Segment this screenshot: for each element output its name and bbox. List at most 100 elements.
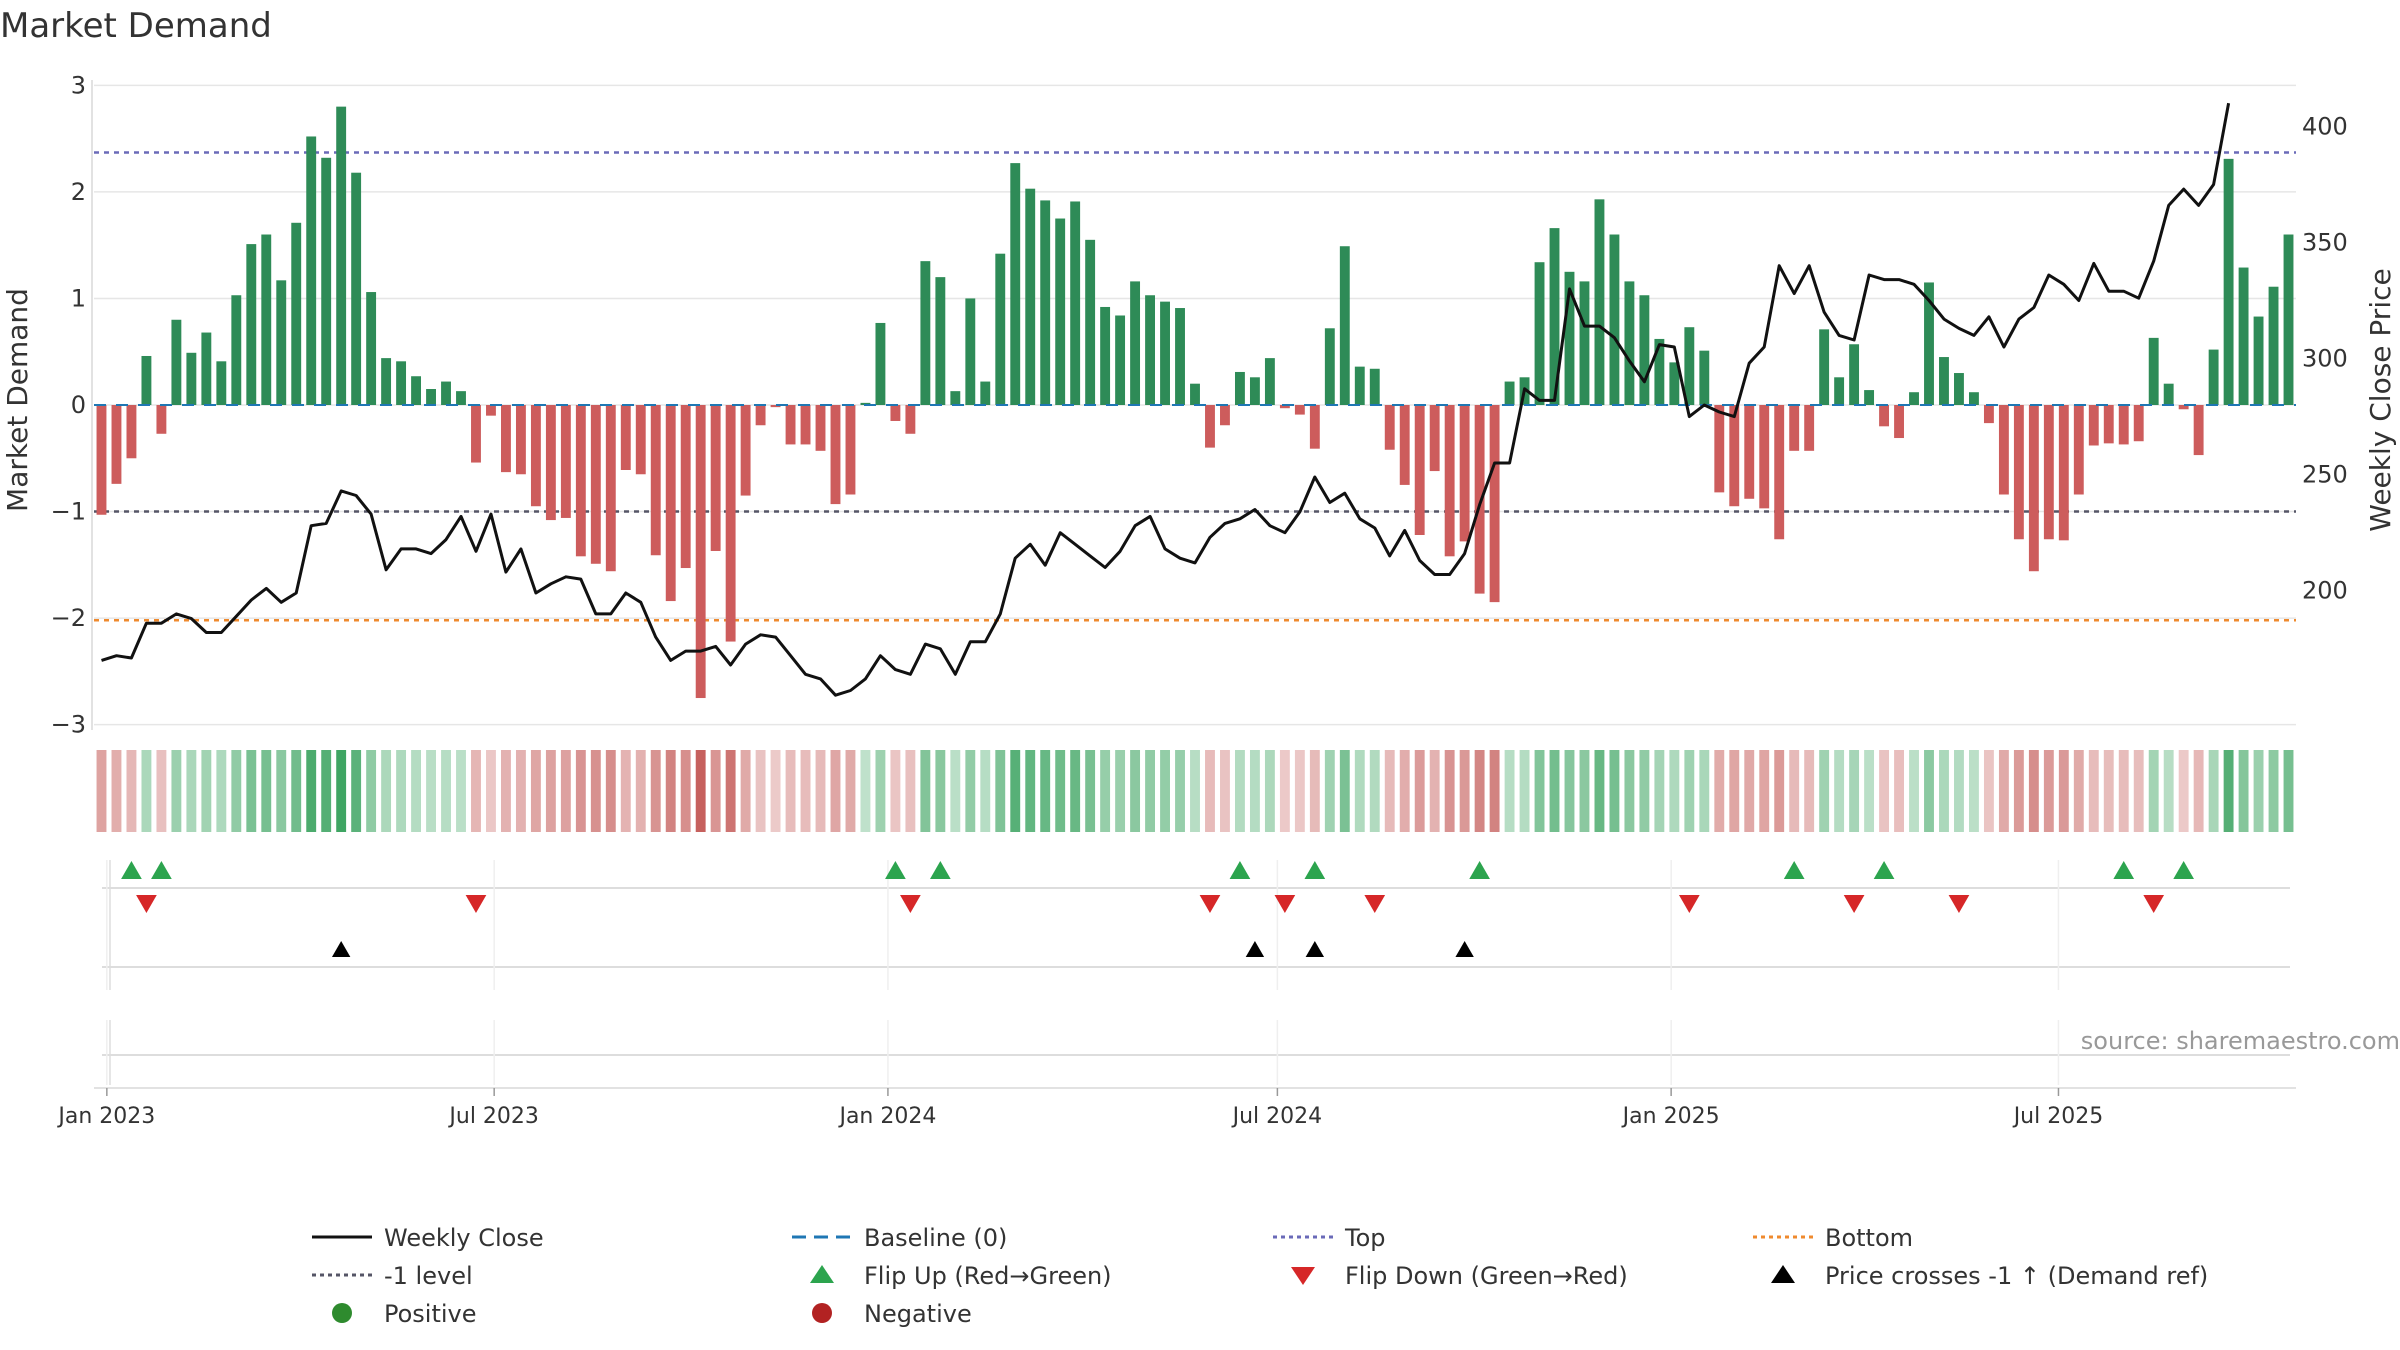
- strip-cell: [486, 750, 496, 832]
- demand-bar: [725, 405, 736, 642]
- demand-bar: [500, 405, 511, 473]
- strip-cell: [2103, 750, 2114, 832]
- strip-cell: [905, 750, 916, 832]
- demand-bar: [680, 405, 691, 569]
- legend-positive-swatch: [332, 1303, 352, 1323]
- flip-down-marker: [2143, 895, 2165, 913]
- y-tick-label: −3: [51, 711, 86, 739]
- strip-cell: [1339, 750, 1350, 832]
- demand-bar: [2268, 286, 2279, 405]
- strip-cell: [1234, 750, 1245, 832]
- x-axis-ticks: Jan 2023 Jul 2023 Jan 2024 Jul 2024 Jan 2025…: [56, 1087, 2296, 1129]
- strip-cell: [1190, 750, 1200, 832]
- strip-cell: [1025, 750, 1036, 832]
- strip-cell: [635, 750, 646, 832]
- demand-bar: [1399, 405, 1410, 485]
- demand-bar: [830, 405, 841, 505]
- strip-cell: [770, 750, 781, 832]
- price-cross-marker: [331, 941, 351, 957]
- demand-bar: [1055, 218, 1066, 405]
- demand-bar: [1864, 390, 1875, 405]
- legend: Weekly Close Baseline (0) Top Bottom -1 …: [312, 1224, 2208, 1328]
- demand-bar: [995, 253, 1006, 405]
- demand-bar: [1220, 405, 1230, 426]
- demand-bar: [1894, 405, 1904, 439]
- demand-bar: [1789, 405, 1800, 451]
- strip-cell: [2223, 750, 2234, 832]
- flip-up-marker: [121, 861, 142, 879]
- strip-cell: [1309, 750, 1320, 832]
- y2-tick-label: 400: [2302, 112, 2348, 140]
- strip-cell: [1130, 750, 1141, 832]
- demand-bar: [1504, 381, 1515, 405]
- demand-bar: [321, 157, 332, 405]
- strip-cell: [1699, 750, 1710, 832]
- flip-up-marker: [929, 861, 951, 879]
- strip-cell: [980, 750, 991, 832]
- demand-bar: [471, 405, 481, 463]
- y2-tick-label: 350: [2302, 229, 2348, 257]
- strip-cell: [1010, 750, 1021, 832]
- demand-bar: [1579, 281, 1590, 405]
- flip-up-marker: [1469, 861, 1490, 879]
- strip-cell: [2058, 750, 2069, 832]
- demand-bar: [156, 405, 167, 434]
- strip-cell: [141, 750, 152, 832]
- demand-bar: [1234, 371, 1245, 405]
- flip-down-marker: [136, 895, 157, 913]
- strip-cell: [111, 750, 122, 832]
- strip-cell: [875, 750, 886, 832]
- strip-cell: [411, 750, 422, 832]
- flip-down-marker: [1199, 895, 1221, 913]
- strip-cell: [1324, 750, 1335, 832]
- legend-bottom-label: Bottom: [1825, 1224, 1913, 1252]
- strip-cell: [800, 750, 811, 832]
- demand-bar: [860, 402, 871, 405]
- demand-bar: [411, 376, 422, 405]
- flip-down-marker: [1948, 895, 1970, 913]
- strip-cell: [1264, 750, 1275, 832]
- strip-cell: [336, 750, 347, 832]
- legend-price-cross-swatch: [1771, 1265, 1795, 1283]
- demand-bar: [1324, 328, 1335, 405]
- y-tick-label: 0: [71, 391, 86, 419]
- demand-bar: [276, 280, 287, 405]
- demand-bar: [1714, 405, 1725, 493]
- flip-up-marker: [2113, 861, 2135, 879]
- demand-bar: [336, 106, 347, 405]
- demand-bar: [1819, 329, 1830, 405]
- demand-bar: [1010, 163, 1021, 405]
- strip-cell: [1474, 750, 1485, 832]
- demand-bar: [740, 405, 751, 496]
- demand-bar: [306, 136, 317, 405]
- demand-bar: [216, 361, 227, 405]
- demand-bar: [1339, 246, 1350, 405]
- flip-up-marker: [885, 861, 906, 879]
- strip-cell: [96, 750, 107, 832]
- strip-cell: [710, 750, 721, 832]
- strip-cell: [426, 750, 436, 832]
- strip-cell: [695, 750, 706, 832]
- demand-bar: [2223, 158, 2234, 405]
- demand-bar: [2208, 349, 2219, 405]
- demand-bar: [770, 405, 781, 408]
- flip-down-marker: [465, 895, 487, 913]
- demand-bar: [575, 405, 586, 557]
- strip-cell: [471, 750, 481, 832]
- demand-bar: [605, 405, 616, 572]
- strip-cell: [1968, 750, 1979, 832]
- demand-bar: [201, 332, 212, 405]
- strip-cell: [351, 750, 362, 832]
- demand-bar: [1160, 301, 1170, 405]
- y-tick-label: 1: [71, 284, 86, 312]
- strip-cell: [620, 750, 631, 832]
- demand-bar: [965, 298, 976, 405]
- strip-cell: [2088, 750, 2099, 832]
- demand-bar: [291, 222, 302, 405]
- demand-bar: [486, 405, 496, 416]
- demand-bar: [2163, 383, 2174, 405]
- strip-cell: [2148, 750, 2159, 832]
- strip-cell: [2283, 750, 2294, 832]
- price-cross-marker: [1245, 941, 1265, 957]
